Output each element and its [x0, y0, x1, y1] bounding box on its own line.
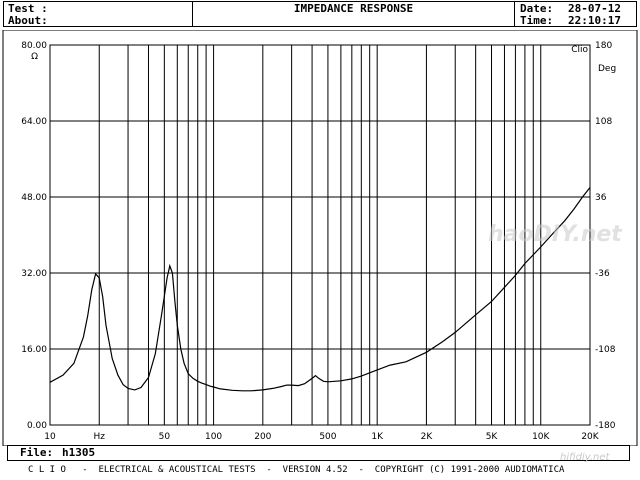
time-value: 22:10:17 [568, 14, 621, 27]
date-label: Date: [520, 2, 554, 15]
y2-tick-label: -108 [595, 345, 616, 355]
header-title-box: IMPEDANCE RESPONSE [192, 1, 515, 27]
x-tick-label: 500 [319, 432, 336, 442]
watermark-bottom: hifidiy.net [560, 452, 610, 463]
about-label: About: [8, 14, 48, 27]
y2-tick-label: 36 [595, 193, 607, 203]
chart-title: IMPEDANCE RESPONSE [293, 2, 414, 15]
y2-tick-label: 108 [595, 117, 612, 127]
x-tick-label: Hz [93, 432, 105, 442]
clio-corner-label: Clio [571, 45, 588, 55]
y-tick-label: 16.00 [21, 345, 47, 355]
x-tick-label: 5K [486, 432, 499, 442]
watermark-mid: haoDIY.net [488, 222, 622, 247]
date-value: 28-07-12 [568, 2, 621, 15]
y-tick-label: 0.00 [27, 421, 47, 431]
y-tick-label: 64.00 [21, 117, 47, 127]
x-tick-label: 50 [159, 432, 171, 442]
y2-tick-label: 180 [595, 41, 612, 51]
y-tick-label: 48.00 [21, 193, 47, 203]
time-label: Time: [520, 14, 554, 27]
chart-frame [2, 30, 638, 446]
file-box: File: h1305 [7, 445, 630, 461]
x-tick-label: 10 [44, 432, 56, 442]
test-label: Test : [8, 2, 48, 15]
x-tick-label: 20K [581, 432, 599, 442]
x-tick-label: 200 [254, 432, 271, 442]
y2-tick-label: -36 [595, 269, 610, 279]
copyright-line: C L I O - ELECTRICAL & ACOUSTICAL TESTS … [28, 465, 565, 475]
x-tick-label: 100 [205, 432, 222, 442]
file-value: h1305 [62, 446, 96, 459]
x-tick-label: 10K [532, 432, 550, 442]
y-tick-label: 32.00 [21, 269, 47, 279]
y2-tick-label: -180 [595, 421, 616, 431]
header-right-box: Date: 28-07-12 Time: 22:10:17 [514, 1, 637, 27]
impedance-curve [49, 187, 591, 392]
y-tick-label: 80.00 [21, 41, 47, 51]
header-left-box: Test : About: [3, 1, 193, 27]
x-tick-label: 1K [371, 432, 384, 442]
x-tick-label: 2K [421, 432, 434, 442]
right-unit-label: Deg [598, 64, 616, 74]
impedance-chart: 0.00 16.00 32.00 48.00 64.00 80.00 -180 -108 -36… [2, 30, 638, 446]
left-unit-label: Ω [31, 52, 38, 62]
file-label: File: [20, 446, 54, 459]
plot-border [49, 44, 591, 426]
